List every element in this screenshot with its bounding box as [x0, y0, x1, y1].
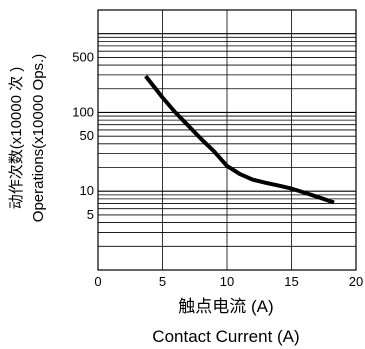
y-axis-title-cn: 动作次数(x10000 次 ): [8, 67, 25, 210]
y-tick-label: 10: [80, 183, 94, 198]
y-tick-label: 100: [72, 104, 94, 119]
x-axis-title-cn: 触点电流 (A): [178, 297, 273, 316]
grid: [98, 10, 356, 270]
y-tick-label: 50: [80, 128, 94, 143]
y-tick-label: 5: [87, 207, 94, 222]
x-tick-label: 0: [94, 274, 101, 289]
series: [144, 74, 335, 205]
x-axis-title-en: Contact Current (A): [152, 327, 299, 346]
x-tick-label: 20: [349, 274, 363, 289]
x-tick-label: 5: [159, 274, 166, 289]
y-axis-title-en: Operations(x10000 Ops.): [30, 54, 47, 222]
y-tick-labels: 500 100 50 10 5: [72, 49, 94, 222]
x-tick-labels: 0 5 10 15 20: [94, 274, 363, 289]
y-tick-label: 500: [72, 49, 94, 64]
x-tick-label: 15: [284, 274, 298, 289]
x-tick-label: 10: [220, 274, 234, 289]
plot-frame: [97, 9, 357, 271]
series-line: [144, 74, 335, 205]
